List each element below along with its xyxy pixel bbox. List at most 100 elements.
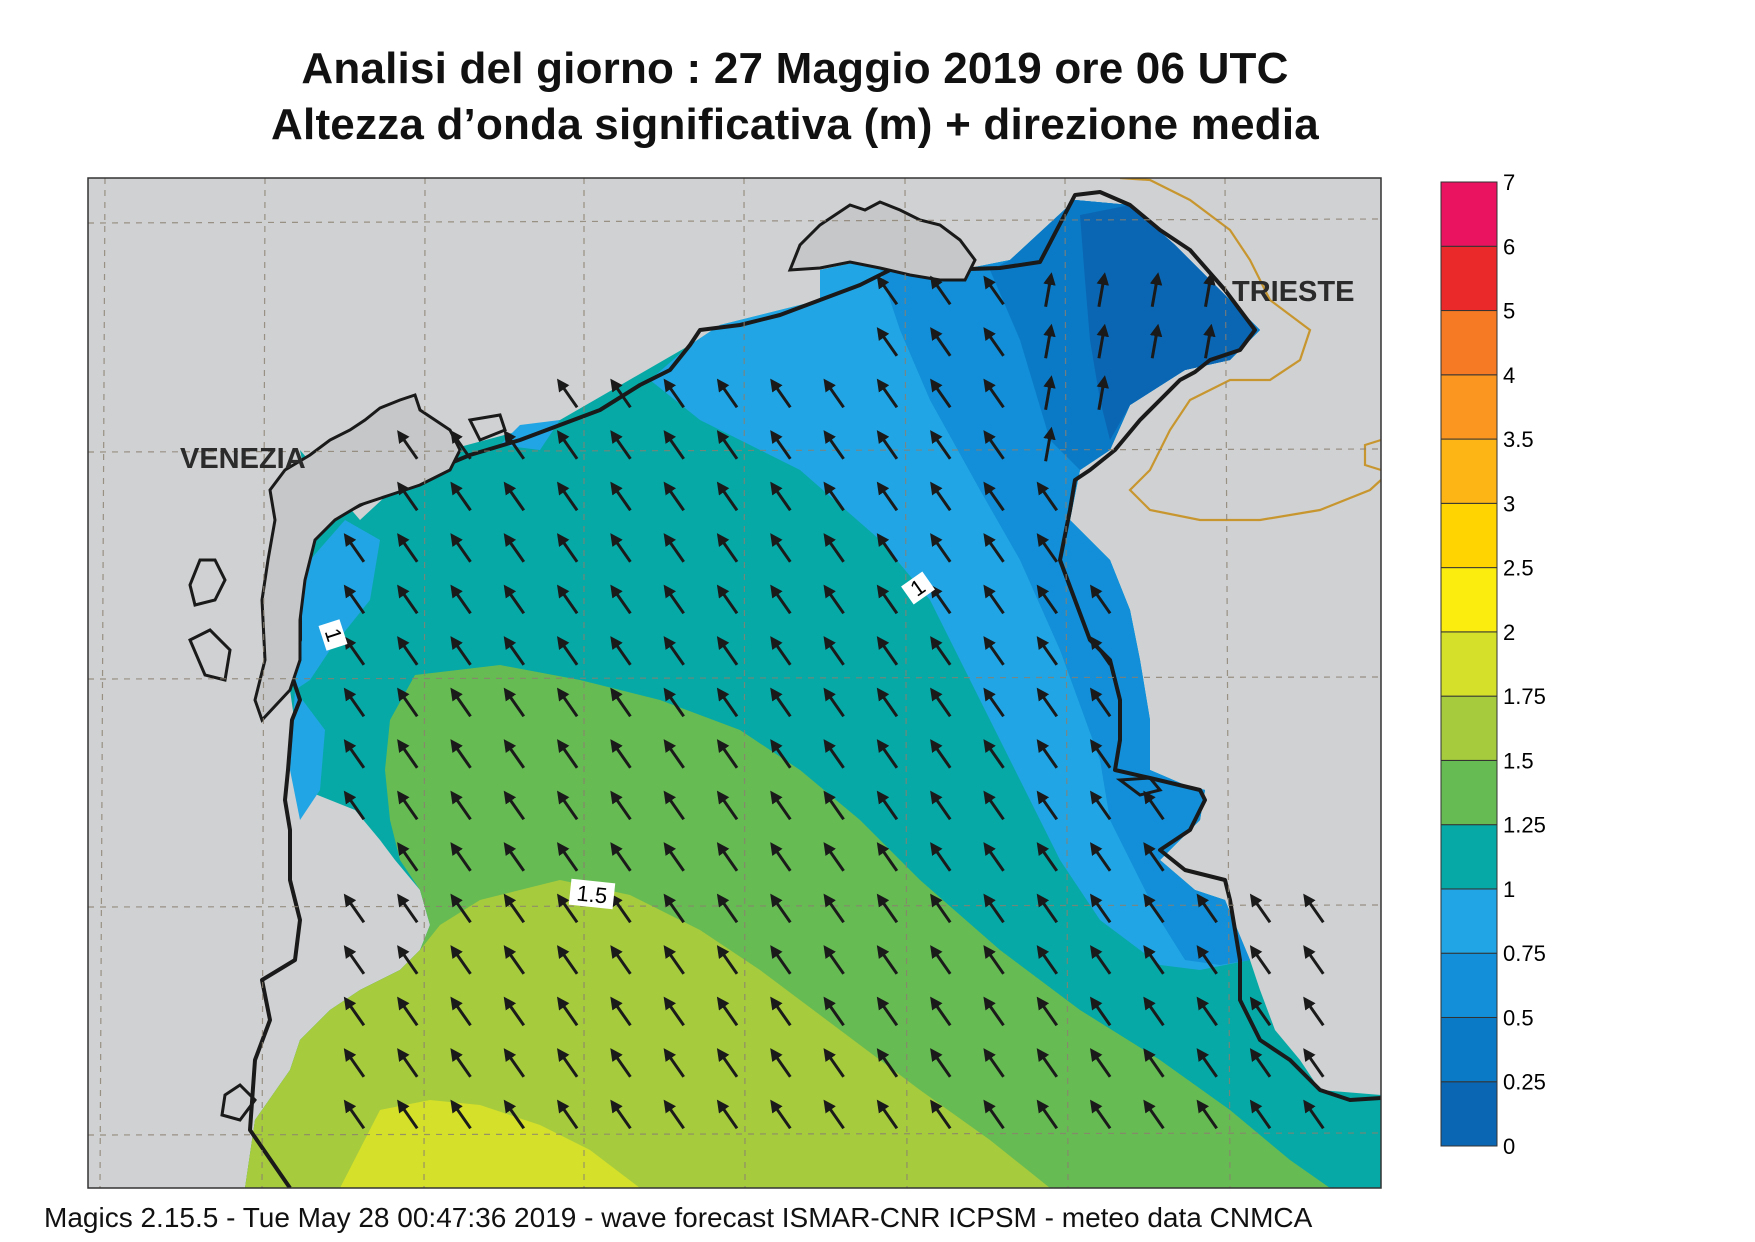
direction-arrow xyxy=(983,687,1005,718)
direction-arrow xyxy=(983,378,1005,409)
direction-arrow xyxy=(663,430,685,460)
sea-band-0-0.25 xyxy=(1080,205,1255,440)
legend-tick-label: 1.25 xyxy=(1503,813,1546,838)
direction-arrow xyxy=(876,687,899,718)
direction-arrow xyxy=(876,275,899,306)
direction-arrow xyxy=(557,893,579,924)
direction-arrow xyxy=(876,1099,899,1130)
direction-arrow xyxy=(930,893,952,924)
direction-arrow xyxy=(610,842,632,872)
direction-arrow xyxy=(610,739,632,769)
legend-swatch xyxy=(1440,1081,1498,1147)
direction-arrow xyxy=(397,739,419,769)
coastline-island-2 xyxy=(188,628,232,682)
direction-arrow xyxy=(503,481,526,512)
direction-arrow xyxy=(1196,945,1218,975)
coastline-island-south xyxy=(220,1083,257,1122)
legend-swatch xyxy=(1440,695,1498,761)
direction-arrow xyxy=(930,842,952,872)
contour-label-left: 1 xyxy=(318,619,348,651)
direction-arrow xyxy=(1036,584,1059,615)
direction-arrow xyxy=(397,1099,419,1130)
direction-arrow xyxy=(823,687,845,718)
direction-arrow xyxy=(823,481,845,512)
direction-arrow xyxy=(983,996,1005,1027)
direction-arrow xyxy=(610,1099,632,1130)
direction-arrow xyxy=(983,275,1005,306)
direction-arrow xyxy=(1043,426,1056,462)
direction-arrow xyxy=(557,584,579,615)
direction-arrow xyxy=(983,842,1005,872)
direction-arrow xyxy=(716,687,739,718)
direction-arrow xyxy=(450,893,472,924)
direction-arrow xyxy=(610,790,632,821)
direction-arrow xyxy=(876,996,899,1027)
direction-arrow xyxy=(1090,1048,1112,1078)
direction-arrow xyxy=(397,842,419,872)
direction-arrow xyxy=(1249,1048,1272,1078)
direction-arrow xyxy=(1096,375,1109,411)
direction-arrow xyxy=(1203,323,1216,359)
direction-arrow xyxy=(450,636,472,666)
direction-arrow xyxy=(770,1099,792,1130)
direction-arrow xyxy=(557,1099,579,1130)
direction-arrow xyxy=(770,378,792,409)
direction-arrow xyxy=(930,430,952,460)
direction-arrow xyxy=(663,533,685,563)
direction-arrow xyxy=(716,481,739,512)
direction-arrow xyxy=(1090,790,1112,821)
svg-text:1.5: 1.5 xyxy=(575,880,608,908)
city-label-venezia: VENEZIA xyxy=(180,443,306,475)
direction-arrow xyxy=(663,481,685,512)
legend-tick-label: 4 xyxy=(1503,363,1515,388)
graticule xyxy=(88,178,1381,1188)
direction-arrow xyxy=(557,996,579,1027)
direction-arrow xyxy=(1196,996,1218,1027)
direction-arrow xyxy=(663,790,685,821)
direction-arrow xyxy=(610,687,632,718)
legend-tick-label: 0.75 xyxy=(1503,941,1546,966)
direction-arrow xyxy=(557,378,579,409)
sea-band-1.75-2 xyxy=(340,1100,640,1188)
direction-arrow xyxy=(1036,893,1059,924)
direction-arrow xyxy=(930,378,952,409)
direction-arrow xyxy=(1303,1099,1325,1130)
direction-arrow xyxy=(397,481,419,512)
legend-swatch xyxy=(1440,567,1498,633)
coastline-istria-bay xyxy=(1115,776,1163,797)
direction-arrow xyxy=(343,945,366,975)
direction-arrow xyxy=(983,1048,1005,1078)
direction-arrow xyxy=(450,842,472,872)
direction-arrow xyxy=(1143,945,1165,975)
direction-arrow xyxy=(557,739,579,769)
direction-arrow xyxy=(1090,739,1112,769)
direction-arrow xyxy=(397,893,419,924)
direction-arrow xyxy=(876,893,899,924)
direction-arrow xyxy=(343,996,366,1027)
direction-arrow xyxy=(823,996,845,1027)
direction-arrow xyxy=(557,945,579,975)
direction-arrow xyxy=(770,481,792,512)
direction-arrow xyxy=(930,533,952,563)
direction-arrow xyxy=(1036,533,1059,563)
direction-arrow xyxy=(1143,1099,1165,1130)
direction-arrow xyxy=(823,636,845,666)
direction-arrow xyxy=(1303,893,1325,924)
direction-arrow xyxy=(983,327,1005,357)
direction-arrow xyxy=(716,430,739,460)
legend-swatch xyxy=(1440,181,1498,247)
legend-tick-label: 0 xyxy=(1503,1134,1515,1159)
direction-arrow xyxy=(930,636,952,666)
direction-arrow xyxy=(930,584,952,615)
direction-arrow xyxy=(930,327,952,357)
direction-arrow xyxy=(343,893,366,924)
direction-arrow xyxy=(343,1048,366,1078)
coastline-venice-lagoon xyxy=(253,393,462,723)
direction-arrow xyxy=(876,584,899,615)
direction-arrow xyxy=(876,636,899,666)
coastline-grado-lagoon xyxy=(787,200,977,282)
direction-arrow xyxy=(930,275,952,306)
direction-arrow xyxy=(876,842,899,872)
direction-arrow xyxy=(930,945,952,975)
